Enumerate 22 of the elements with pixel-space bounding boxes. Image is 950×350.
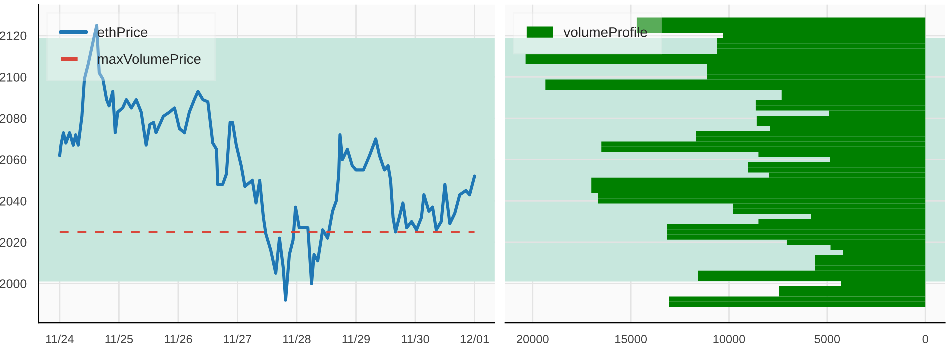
x-tick-label: 12/01 (460, 334, 489, 344)
x-tick-label: 11/30 (402, 334, 430, 344)
x-tick-label: 11/29 (342, 334, 370, 344)
x-tick-label: 20000 (517, 335, 549, 344)
y-tick-label: 2040 (0, 196, 27, 206)
x-tick-label: 11/28 (284, 334, 311, 344)
y-tick-label: 2060 (0, 156, 27, 164)
x-tick-label: 11/24 (46, 334, 74, 344)
y-tick-label: 2120 (0, 32, 27, 41)
x-tick-label: 11/27 (224, 334, 252, 344)
x-tick-label: 15000 (616, 335, 648, 344)
legend-label: maxVolumePrice (98, 54, 201, 64)
x-tick-label: 0 (922, 335, 928, 344)
x-tick-label: 11/25 (106, 334, 134, 344)
x-tick-label: 10000 (714, 335, 746, 344)
y-tick-label: 2020 (0, 238, 27, 248)
y-tick-label: 2000 (0, 280, 27, 288)
y-tick-label: 2080 (0, 114, 27, 124)
x-tick-label: 11/26 (165, 334, 192, 344)
legend-label: volumeProfile (564, 27, 648, 38)
x-tick-label: 5000 (814, 335, 840, 344)
y-tick-label: 2100 (0, 73, 27, 82)
